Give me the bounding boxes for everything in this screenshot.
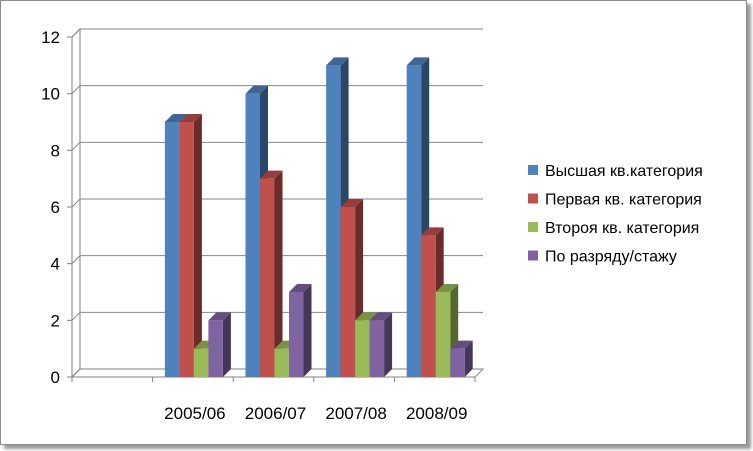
bar-top: [421, 227, 444, 236]
bar-top: [450, 340, 473, 349]
bar-front: [421, 235, 436, 377]
bar: [289, 284, 312, 377]
legend-swatch: [528, 193, 538, 204]
gridline: [71, 85, 483, 95]
y-tick-label: 12: [41, 28, 60, 47]
legend-label: Высшая кв.категория: [545, 163, 703, 180]
bar-top: [289, 284, 312, 292]
bar-front: [435, 292, 451, 377]
bar-top: [406, 57, 430, 66]
gridlines: [71, 28, 483, 321]
bar-top: [208, 312, 231, 321]
bar-front: [369, 320, 385, 377]
bar-front: [450, 348, 465, 377]
legend-item: Первая кв. категория: [528, 192, 702, 209]
bar-top: [326, 57, 349, 66]
legend-item: Высшая кв.категория: [528, 163, 703, 180]
bar-front: [340, 207, 356, 377]
gridline: [71, 141, 483, 151]
legend-label: По разряду/стажу: [545, 249, 677, 266]
legend-swatch: [528, 222, 538, 232]
bar-front: [208, 320, 223, 377]
bar-top: [340, 199, 364, 207]
bar: [369, 312, 393, 377]
legend-label: Второя кв. категория: [545, 220, 699, 237]
bar-front: [274, 348, 289, 377]
y-tick-label: 10: [41, 85, 60, 104]
gridline: [71, 28, 483, 38]
bar-side: [384, 312, 393, 377]
bar-front: [289, 292, 304, 377]
bar-front: [260, 178, 275, 377]
bar-side: [274, 170, 283, 377]
y-axis-ticks: 0 2 4 6 8 10 12: [41, 28, 72, 387]
y-tick-label: 6: [51, 198, 60, 217]
legend-item: Второя кв. категория: [528, 220, 699, 237]
legend-label: Первая кв. категория: [545, 192, 702, 209]
bar-front: [406, 65, 422, 377]
y-tick-label: 2: [51, 311, 60, 330]
bar-front: [326, 65, 341, 377]
bar-front: [355, 320, 370, 377]
x-tick-label: 2007/08: [325, 404, 386, 423]
bar-side: [222, 312, 231, 377]
x-tick-label: 2008/09: [406, 404, 467, 423]
legend-item: По разряду/стажу: [528, 249, 677, 266]
bar: [179, 114, 202, 377]
bar-top: [179, 114, 202, 122]
bar-side: [193, 114, 202, 377]
legend-swatch: [528, 250, 538, 261]
bar-side: [464, 340, 473, 377]
bar-top: [260, 170, 283, 179]
bar-front: [164, 122, 180, 377]
y-tick-label: 0: [51, 368, 60, 387]
bar-top: [369, 312, 393, 321]
x-tick-label: 2005/06: [164, 404, 225, 423]
x-tick-label: 2006/07: [245, 404, 306, 423]
bar: [208, 312, 231, 377]
bar-front: [193, 348, 209, 377]
bar-front: [179, 122, 194, 377]
bar-front: [245, 93, 260, 378]
y-tick-label: 8: [51, 141, 60, 160]
bars: [164, 57, 473, 378]
bar-top: [164, 114, 188, 122]
bar-side: [303, 284, 312, 377]
bar-top: [245, 85, 268, 94]
y-tick-label: 4: [51, 255, 60, 274]
bar-top: [355, 312, 378, 321]
bar-top: [435, 284, 459, 292]
bar: [260, 170, 283, 377]
legend-swatch: [528, 165, 538, 175]
legend: Высшая кв.категория Первая кв. категория В…: [528, 163, 703, 266]
bar: [450, 340, 473, 377]
x-axis-ticks: 2005/06 2006/07 2007/08 2008/09: [71, 377, 476, 423]
